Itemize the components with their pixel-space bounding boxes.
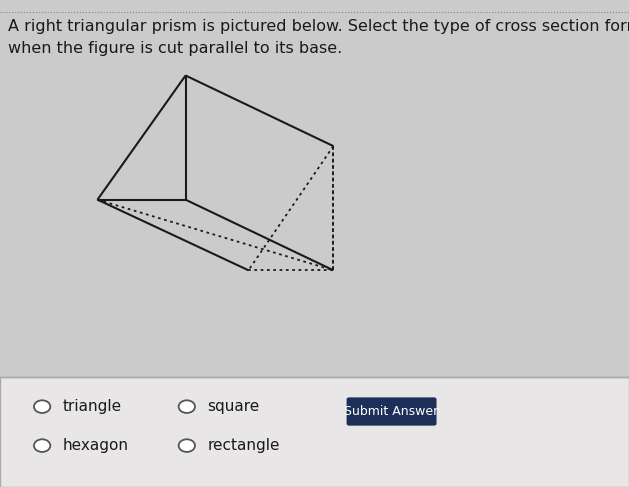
Text: hexagon: hexagon: [63, 438, 129, 453]
Circle shape: [34, 400, 50, 413]
Circle shape: [34, 439, 50, 452]
Text: rectangle: rectangle: [208, 438, 280, 453]
Circle shape: [179, 439, 195, 452]
FancyBboxPatch shape: [0, 377, 629, 487]
Text: square: square: [208, 399, 260, 414]
Circle shape: [179, 400, 195, 413]
Text: A right triangular prism is pictured below. Select the type of cross section for: A right triangular prism is pictured bel…: [8, 19, 629, 35]
Text: when the figure is cut parallel to its base.: when the figure is cut parallel to its b…: [8, 41, 342, 56]
FancyBboxPatch shape: [347, 397, 437, 426]
Text: triangle: triangle: [63, 399, 122, 414]
Text: Submit Answer: Submit Answer: [345, 405, 438, 418]
